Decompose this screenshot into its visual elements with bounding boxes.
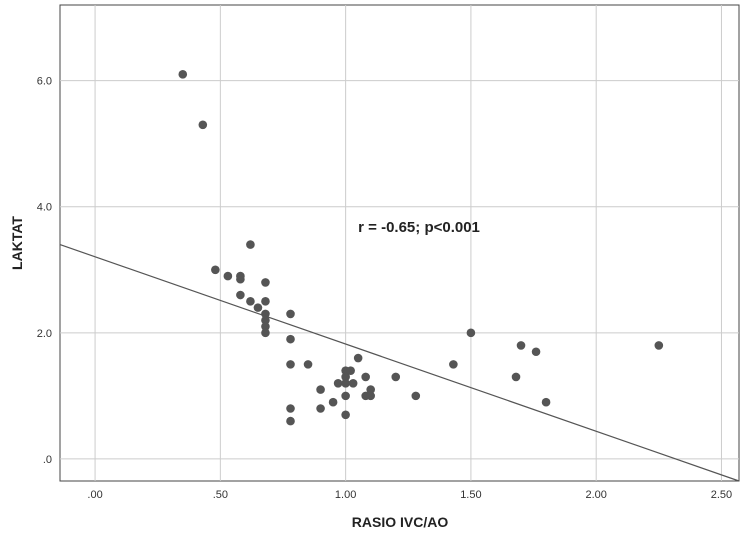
y-axis-title: LAKTAT (9, 216, 25, 270)
scatter-point (236, 290, 245, 300)
x-tick-label: 2.00 (585, 489, 606, 501)
scatter-point (286, 404, 295, 413)
scatter-point (246, 297, 255, 306)
scatter-point (286, 309, 295, 319)
scatter-point (286, 416, 295, 426)
scatter-point (261, 315, 270, 325)
scatter-point (178, 70, 188, 79)
scatter-point (516, 341, 526, 350)
scatter-point (261, 297, 270, 306)
scatter-point (348, 378, 358, 388)
scatter-point (341, 410, 350, 420)
x-tick-label: 1.00 (335, 489, 356, 501)
regression-line-group (59, 244, 740, 482)
grid-lines (60, 5, 739, 481)
scatter-point (236, 271, 245, 281)
scatter-point (391, 372, 401, 382)
scatter-point (541, 397, 551, 407)
scatter-point (261, 309, 270, 319)
scatter-point (341, 372, 350, 382)
scatter-point (303, 360, 313, 369)
scatter-point (328, 397, 338, 407)
x-tick-label: 2.50 (711, 489, 732, 501)
y-tick-label: 4.0 (37, 202, 52, 214)
scatter-point (253, 303, 263, 312)
y-axis-ticks: .0 2.0 4.0 6.0 (37, 76, 52, 466)
scatter-point (366, 385, 375, 394)
scatter-point (286, 360, 295, 369)
regression-line (59, 244, 740, 482)
scatter-point (353, 353, 363, 363)
scatter-point (261, 322, 270, 331)
scatter-point (341, 391, 350, 401)
scatter-point (341, 378, 350, 388)
scatter-point (223, 271, 233, 281)
scatter-point (654, 341, 664, 350)
x-tick-label: .00 (87, 489, 102, 501)
scatter-point (198, 120, 208, 130)
scatter-point (531, 347, 541, 357)
scatter-point (316, 385, 325, 394)
scatter-point (411, 391, 421, 401)
scatter-point (261, 278, 270, 287)
data-points (178, 70, 664, 426)
scatter-point (316, 404, 325, 413)
y-tick-label: 2.0 (37, 328, 52, 340)
plot-area (59, 4, 740, 482)
x-axis-title: RASIO IVC/AO (352, 514, 449, 530)
scatter-point (286, 334, 295, 344)
x-tick-label: .50 (213, 489, 228, 501)
correlation-annotation: r = -0.65; p<0.001 (358, 219, 480, 236)
scatter-point (246, 240, 255, 249)
scatter-point (361, 372, 370, 382)
y-tick-label: 6.0 (37, 76, 52, 88)
scatter-point (261, 328, 270, 338)
scatter-point (333, 378, 343, 388)
scatter-point (449, 360, 458, 369)
scatter-point (511, 372, 521, 382)
scatter-point (466, 328, 476, 338)
scatter-point (346, 366, 355, 375)
x-axis-ticks: .00 .50 1.00 1.50 2.00 2.50 (87, 489, 732, 501)
scatter-point (366, 391, 375, 401)
y-tick-label: .0 (43, 454, 52, 466)
scatter-point (211, 265, 220, 275)
x-tick-label: 1.50 (460, 489, 481, 501)
